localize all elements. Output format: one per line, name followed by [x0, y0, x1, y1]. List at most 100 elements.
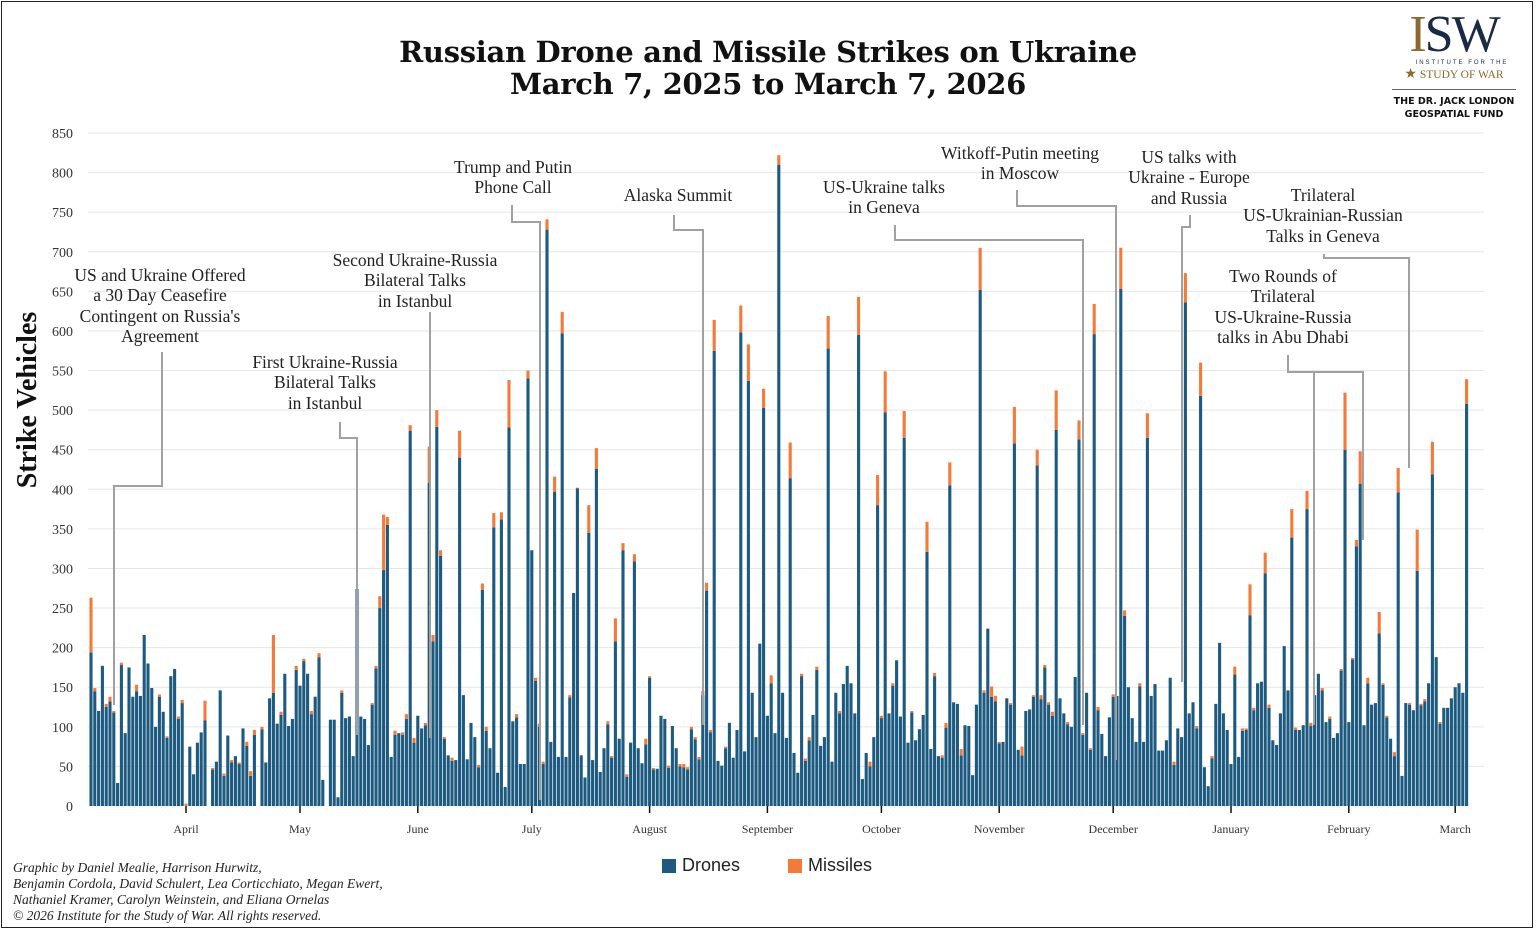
bar-drones — [1419, 705, 1423, 806]
bar-missiles — [499, 512, 503, 520]
annotation-first-istanbul: First Ukraine-Russia Bilateral Talks in … — [252, 352, 398, 413]
bar-drones — [549, 741, 553, 806]
bar-drones — [1043, 667, 1047, 806]
x-tick-label: March — [1440, 822, 1471, 836]
bar-drones — [629, 742, 633, 806]
bar-drones — [123, 733, 127, 806]
bar-drones — [1073, 676, 1077, 806]
bar-drones — [1351, 659, 1355, 806]
bar-drones — [1020, 755, 1024, 806]
bar-drones — [750, 692, 754, 806]
annotation-us-talks: US talks with Ukraine - Europe and Russi… — [1128, 147, 1250, 208]
bar-drones — [287, 726, 291, 806]
bar-drones — [503, 786, 507, 806]
bar-missiles — [803, 758, 807, 761]
bar-drones — [131, 696, 135, 806]
y-tick-label: 750 — [52, 206, 73, 221]
bar-drones — [553, 491, 557, 806]
bar-missiles — [545, 219, 549, 230]
bar-missiles — [739, 305, 743, 333]
annotation-trump-putin-call: Trump and Putin Phone Call — [454, 157, 572, 198]
bar-drones — [442, 738, 446, 806]
bar-drones — [963, 725, 967, 806]
bar-drones — [1187, 713, 1191, 806]
bar-drones — [180, 703, 184, 806]
bar-drones — [135, 691, 139, 806]
bar-missiles — [762, 388, 766, 408]
bar-drones — [1237, 756, 1241, 806]
bar-missiles — [568, 695, 572, 698]
bar-missiles — [1408, 703, 1412, 705]
bar-missiles — [176, 716, 180, 719]
bar-drones — [1377, 633, 1381, 806]
bar-missiles — [1123, 610, 1127, 616]
bar-drones — [1062, 713, 1066, 806]
legend-label-missiles: Missiles — [808, 855, 873, 875]
bar-missiles — [180, 699, 184, 704]
bar-drones — [420, 728, 424, 806]
x-tick-label: September — [742, 822, 793, 836]
bar-drones — [849, 683, 853, 806]
bar-drones — [214, 761, 218, 806]
bar-drones — [762, 407, 766, 806]
bar-drones — [959, 755, 963, 806]
bar-drones — [572, 593, 576, 806]
bar-missiles — [1339, 669, 1343, 671]
bar-drones — [857, 334, 861, 806]
chart-title: Russian Drone and Missile Strikes on Ukr… — [399, 35, 1137, 69]
bar-drones — [1457, 683, 1461, 806]
bar-drones — [1214, 703, 1218, 806]
bar-drones — [1210, 758, 1214, 806]
leader-line-ceasefire — [113, 352, 163, 705]
annotation-abu-dhabi: Two Rounds of Trilateral US-Ukraine-Russ… — [1214, 266, 1352, 347]
bar-missiles — [940, 755, 944, 758]
bar-drones — [222, 775, 226, 806]
bar-drones — [1134, 741, 1138, 806]
bar-drones — [1267, 707, 1271, 806]
x-tick-label: June — [407, 822, 429, 836]
bar-drones — [1081, 734, 1085, 806]
legend-label-drones: Drones — [682, 855, 741, 875]
bar-drones — [834, 692, 838, 806]
bar-missiles — [541, 761, 545, 765]
bar-drones — [693, 739, 697, 806]
bar-drones — [1301, 725, 1305, 806]
bar-drones — [598, 771, 602, 806]
bar-missiles — [184, 803, 188, 806]
bar-drones — [119, 665, 123, 806]
bar-drones — [697, 759, 701, 806]
bar-drones — [340, 692, 344, 806]
bar-drones — [1263, 573, 1267, 806]
bar-drones — [203, 720, 207, 806]
bar-missiles — [693, 737, 697, 740]
bar-missiles — [724, 746, 728, 749]
bar-drones — [948, 485, 952, 806]
bar-drones — [602, 748, 606, 806]
bar-drones — [1294, 729, 1298, 806]
annotation-trilateral-geneva: Trilateral US-Ukrainian-Russian Talks in… — [1243, 185, 1403, 246]
bar-drones — [389, 756, 393, 806]
leader-line-witkoff — [1016, 190, 1117, 760]
bar-drones — [1092, 334, 1096, 806]
bar-drones — [575, 488, 579, 806]
y-tick-label: 700 — [52, 246, 73, 261]
bar-drones — [1123, 615, 1127, 806]
bar-missiles — [948, 462, 952, 486]
bar-drones — [401, 734, 405, 806]
bar-drones — [461, 695, 465, 806]
bar-drones — [974, 704, 978, 806]
bar-drones — [845, 665, 849, 806]
bar-missiles — [271, 634, 275, 693]
bar-drones — [648, 677, 652, 806]
bar-drones — [978, 289, 982, 806]
bar-missiles — [1381, 683, 1385, 685]
star-icon: ★ — [1404, 67, 1417, 82]
bar-drones — [450, 760, 454, 806]
bar-missiles — [1138, 683, 1142, 687]
bar-missiles — [1385, 715, 1389, 718]
bar-drones — [363, 718, 367, 806]
bar-drones — [275, 723, 279, 806]
bar-drones — [104, 707, 108, 806]
bar-drones — [404, 718, 408, 806]
bar-drones — [233, 756, 237, 806]
